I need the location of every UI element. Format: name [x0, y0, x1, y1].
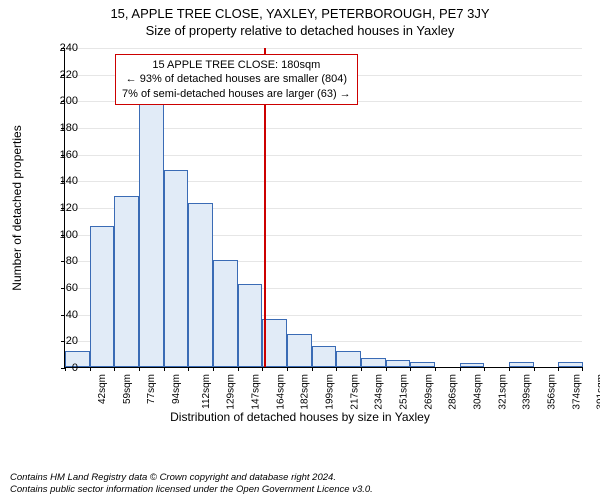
gridline	[65, 48, 582, 49]
x-tick-mark	[65, 367, 66, 371]
x-tick-label: 304sqm	[473, 374, 484, 410]
x-tick-label: 286sqm	[448, 374, 459, 410]
y-tick-label: 200	[60, 95, 78, 107]
histogram-bar	[90, 226, 115, 367]
histogram-bar	[238, 284, 263, 367]
x-tick-mark	[262, 367, 263, 371]
x-tick-mark	[534, 367, 535, 371]
annotation-line-0: 15 APPLE TREE CLOSE: 180sqm	[122, 58, 351, 72]
y-tick-label: 80	[66, 255, 78, 267]
x-tick-label: 59sqm	[122, 374, 133, 404]
x-tick-label: 391sqm	[596, 374, 600, 410]
histogram-bar	[114, 196, 139, 367]
x-tick-label: 147sqm	[251, 374, 262, 410]
x-tick-mark	[435, 367, 436, 371]
x-tick-mark	[558, 367, 559, 371]
x-tick-mark	[484, 367, 485, 371]
y-tick-label: 180	[60, 122, 78, 134]
histogram-bar	[287, 334, 312, 367]
histogram-bar	[460, 363, 485, 367]
y-tick-label: 240	[60, 42, 78, 54]
y-tick-mark	[61, 261, 65, 262]
x-tick-label: 321sqm	[497, 374, 508, 410]
x-tick-mark	[90, 367, 91, 371]
x-tick-mark	[287, 367, 288, 371]
x-tick-mark	[336, 367, 337, 371]
y-tick-label: 20	[66, 335, 78, 347]
y-tick-mark	[61, 341, 65, 342]
y-tick-label: 120	[60, 202, 78, 214]
histogram-bar	[312, 346, 337, 367]
footer-line-2: Contains public sector information licen…	[10, 484, 373, 496]
histogram-bar	[558, 362, 583, 367]
y-tick-label: 160	[60, 149, 78, 161]
histogram-bar	[509, 362, 534, 367]
x-tick-label: 77sqm	[146, 374, 157, 404]
footer-attribution: Contains HM Land Registry data © Crown c…	[10, 472, 373, 496]
annotation-line-1: ← 93% of detached houses are smaller (80…	[122, 72, 351, 86]
x-tick-mark	[114, 367, 115, 371]
page-subtitle: Size of property relative to detached ho…	[0, 21, 600, 38]
histogram-bar	[139, 104, 164, 367]
x-tick-label: 42sqm	[97, 374, 108, 404]
histogram-chart: Number of detached properties 15 APPLE T…	[0, 38, 600, 458]
x-tick-mark	[238, 367, 239, 371]
x-tick-label: 164sqm	[275, 374, 286, 410]
x-tick-mark	[386, 367, 387, 371]
annotation-line-2: 7% of semi-detached houses are larger (6…	[122, 87, 351, 101]
x-tick-label: 269sqm	[423, 374, 434, 410]
histogram-bar	[361, 358, 386, 367]
x-tick-mark	[582, 367, 583, 371]
x-tick-label: 339sqm	[522, 374, 533, 410]
page-title: 15, APPLE TREE CLOSE, YAXLEY, PETERBOROU…	[0, 0, 600, 21]
x-tick-label: 94sqm	[171, 374, 182, 404]
x-tick-mark	[410, 367, 411, 371]
y-tick-label: 60	[66, 282, 78, 294]
x-tick-label: 251sqm	[399, 374, 410, 410]
histogram-bar	[188, 203, 213, 367]
x-tick-label: 199sqm	[325, 374, 336, 410]
annotation-box: 15 APPLE TREE CLOSE: 180sqm ← 93% of det…	[115, 54, 358, 105]
x-tick-label: 182sqm	[300, 374, 311, 410]
histogram-bar	[336, 351, 361, 367]
x-tick-mark	[361, 367, 362, 371]
y-tick-label: 100	[60, 229, 78, 241]
x-tick-label: 129sqm	[226, 374, 237, 410]
x-tick-mark	[188, 367, 189, 371]
histogram-bar	[164, 170, 189, 367]
x-tick-mark	[312, 367, 313, 371]
footer-line-1: Contains HM Land Registry data © Crown c…	[10, 472, 373, 484]
x-axis-label: Distribution of detached houses by size …	[0, 410, 600, 424]
x-tick-mark	[164, 367, 165, 371]
x-tick-label: 356sqm	[547, 374, 558, 410]
histogram-bar	[386, 360, 411, 367]
plot-area: 15 APPLE TREE CLOSE: 180sqm ← 93% of det…	[64, 48, 582, 368]
x-tick-mark	[139, 367, 140, 371]
y-tick-label: 0	[72, 362, 78, 374]
y-tick-mark	[61, 315, 65, 316]
x-tick-label: 217sqm	[349, 374, 360, 410]
y-tick-mark	[61, 288, 65, 289]
y-tick-label: 140	[60, 175, 78, 187]
y-axis-label: Number of detached properties	[10, 125, 24, 290]
x-tick-label: 234sqm	[374, 374, 385, 410]
x-tick-label: 112sqm	[201, 374, 212, 409]
x-tick-mark	[460, 367, 461, 371]
histogram-bar	[213, 260, 238, 367]
y-tick-label: 220	[60, 69, 78, 81]
histogram-bar	[410, 362, 435, 367]
x-tick-mark	[509, 367, 510, 371]
x-tick-label: 374sqm	[571, 374, 582, 410]
y-tick-label: 40	[66, 309, 78, 321]
x-tick-mark	[213, 367, 214, 371]
